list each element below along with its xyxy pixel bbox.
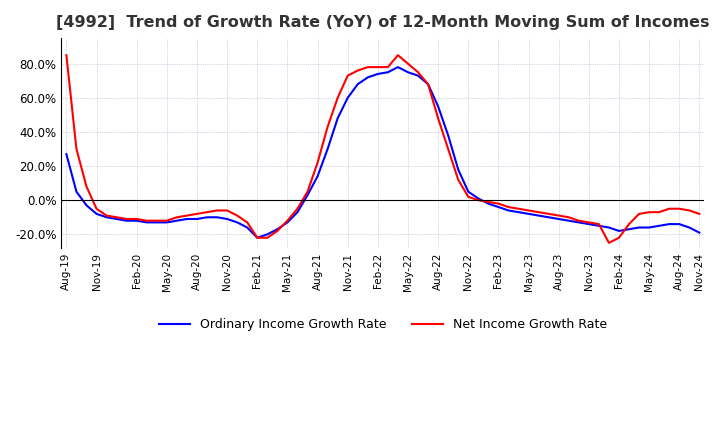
Line: Net Income Growth Rate: Net Income Growth Rate (66, 55, 699, 243)
Net Income Growth Rate (62, 52, 71, 58)
Ordinary Income Growth Rate (494, 205, 503, 210)
Net Income Growth Rate (323, 124, 332, 129)
Net Income Growth Rate (414, 70, 423, 75)
Net Income Growth Rate (695, 211, 703, 216)
Ordinary Income Growth Rate (143, 220, 151, 225)
Ordinary Income Growth Rate (62, 151, 71, 157)
Ordinary Income Growth Rate (333, 116, 342, 121)
Net Income Growth Rate (474, 198, 482, 203)
Net Income Growth Rate (374, 65, 382, 70)
Legend: Ordinary Income Growth Rate, Net Income Growth Rate: Ordinary Income Growth Rate, Net Income … (154, 313, 612, 336)
Ordinary Income Growth Rate (384, 70, 392, 75)
Ordinary Income Growth Rate (253, 235, 261, 240)
Title: [4992]  Trend of Growth Rate (YoY) of 12-Month Moving Sum of Incomes: [4992] Trend of Growth Rate (YoY) of 12-… (56, 15, 710, 30)
Line: Ordinary Income Growth Rate: Ordinary Income Growth Rate (66, 67, 699, 238)
Net Income Growth Rate (143, 218, 151, 224)
Net Income Growth Rate (464, 194, 472, 199)
Ordinary Income Growth Rate (433, 104, 442, 109)
Ordinary Income Growth Rate (394, 65, 402, 70)
Ordinary Income Growth Rate (484, 201, 492, 206)
Ordinary Income Growth Rate (695, 230, 703, 235)
Net Income Growth Rate (605, 240, 613, 246)
